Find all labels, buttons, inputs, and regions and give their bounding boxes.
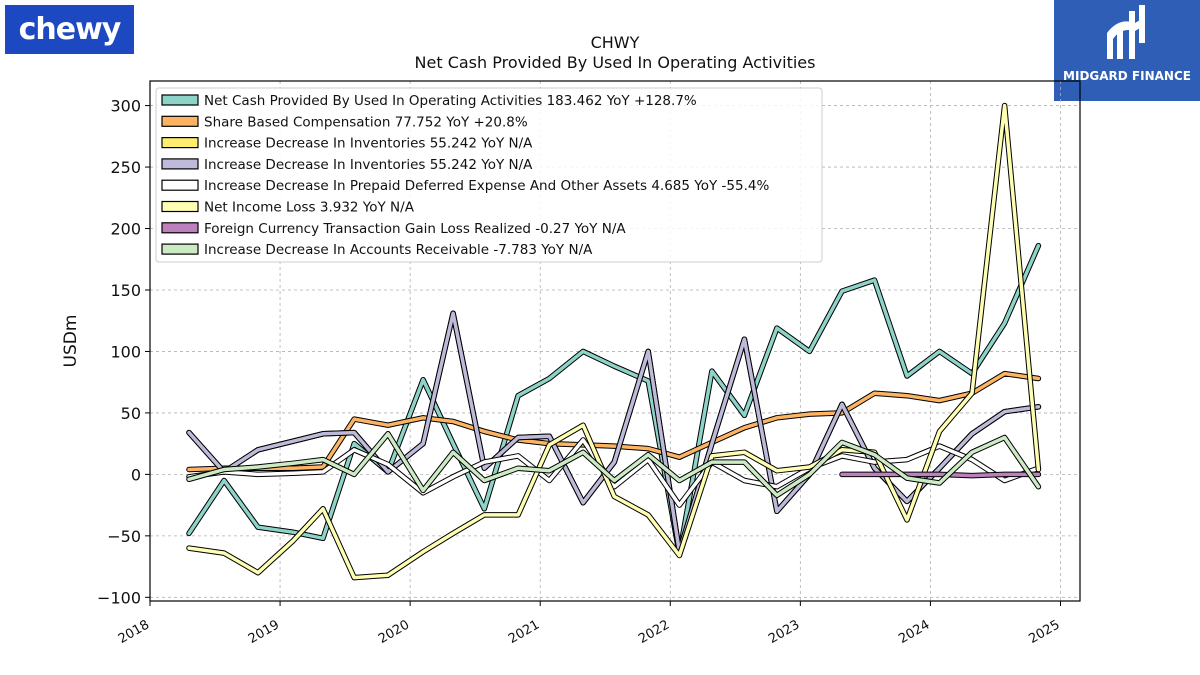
y-tick-label-3: 50: [121, 404, 141, 423]
series-6-line: [840, 472, 1041, 478]
legend-label-2: Increase Decrease In Inventories 55.242 …: [204, 136, 533, 152]
legend-label-6: Foreign Currency Transaction Gain Loss R…: [204, 221, 626, 237]
series-0: [186, 242, 1042, 558]
series-5: [186, 102, 1042, 581]
series-1: [186, 370, 1042, 473]
x-tick-label-2: 2020: [376, 617, 412, 647]
midgard-logo-mark-icon: [1107, 5, 1145, 59]
series-lines: [186, 102, 1042, 581]
chart-subtitle: Net Cash Provided By Used In Operating A…: [415, 53, 816, 72]
y-tick-label-4: 100: [110, 342, 141, 361]
series-1-line: [187, 371, 1041, 472]
legend-swatch-0: [161, 94, 199, 106]
legend-swatch-3: [161, 158, 199, 170]
y-tick-label-0: −100: [97, 588, 141, 607]
legend-box: [155, 87, 823, 263]
x-tick-label-6: 2024: [896, 617, 932, 647]
legend-swatch-2: [161, 137, 199, 149]
y-tick-label-7: 250: [110, 158, 141, 177]
series-3: [186, 310, 1042, 555]
series-5-line: [187, 103, 1041, 580]
y-tick-label-1: −50: [107, 527, 141, 546]
legend: Net Cash Provided By Used In Operating A…: [155, 87, 823, 263]
chart-title: CHWY: [591, 33, 640, 52]
legend-swatch-1: [161, 115, 199, 127]
x-axis-ticks: 2018 2019 2020 2021 2022 2023 2024 2025: [116, 601, 1062, 647]
y-axis-label: USDm: [61, 315, 81, 368]
legend-swatch-4: [161, 179, 199, 191]
x-tick-label-1: 2019: [246, 617, 282, 647]
legend-label-5: Net Income Loss 3.932 YoY N/A: [204, 200, 415, 216]
legend-label-1: Share Based Compensation 77.752 YoY +20.…: [204, 114, 528, 130]
y-tick-label-2: 0: [131, 465, 141, 484]
legend-label-7: Increase Decrease In Accounts Receivable…: [204, 242, 593, 258]
y-tick-label-6: 200: [110, 220, 141, 239]
legend-swatch-6: [161, 222, 199, 234]
x-tick-label-7: 2025: [1026, 617, 1062, 647]
chewy-logo: chewy: [5, 5, 134, 54]
midgard-logo-text: MIDGARD FINANCE: [1063, 69, 1191, 83]
x-tick-label-5: 2023: [766, 617, 802, 647]
legend-label-0: Net Cash Provided By Used In Operating A…: [204, 93, 697, 109]
y-axis-ticks: −100 −50 0 50 100 150 200 250 300: [97, 97, 150, 607]
series-3-line: [187, 311, 1041, 554]
x-tick-label-0: 2018: [116, 617, 152, 647]
x-tick-label-4: 2022: [636, 617, 672, 647]
plot-frame: [149, 80, 1081, 602]
y-tick-label-8: 300: [110, 97, 141, 116]
legend-label-3: Increase Decrease In Inventories 55.242 …: [204, 157, 533, 173]
series-6: [839, 471, 1042, 479]
midgard-finance-logo: MIDGARD FINANCE: [1054, 0, 1200, 101]
legend-swatch-5: [161, 200, 199, 213]
x-tick-label-3: 2021: [506, 617, 542, 647]
chewy-logo-text: chewy: [18, 12, 122, 47]
series-0-line: [187, 243, 1041, 557]
y-tick-label-5: 150: [110, 281, 141, 300]
legend-label-4: Increase Decrease In Prepaid Deferred Ex…: [204, 178, 769, 194]
legend-swatch-7: [161, 243, 199, 255]
series-7: [186, 431, 1042, 499]
series-7-line: [187, 432, 1041, 498]
